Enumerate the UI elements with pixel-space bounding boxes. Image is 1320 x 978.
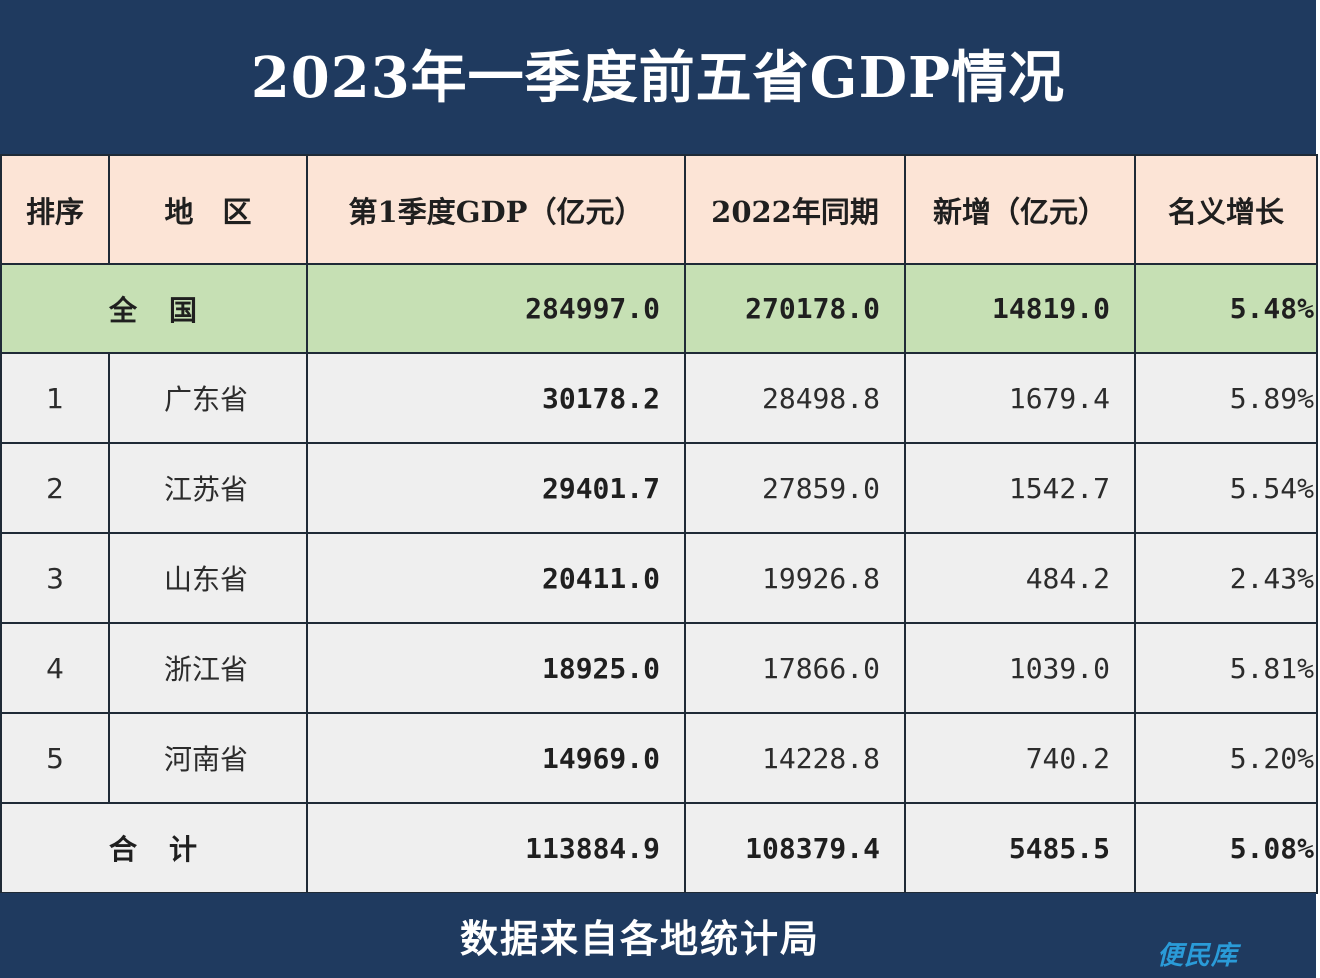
table-row: 4 浙江省 18925.0 17866.0 1039.0 5.81% — [0, 622, 1318, 714]
row-prior-year: 27859.0 — [684, 442, 906, 534]
watermark-logo: 便民库 — [1156, 941, 1238, 971]
source-note: 数据来自各地统计局 — [459, 916, 820, 961]
row-region: 江苏省 — [108, 442, 308, 534]
title-band: 2023年一季度前五省GDP情况 — [0, 0, 1316, 154]
footer-band: 数据来自各地统计局 — [0, 893, 1316, 978]
row-prior-year: 19926.8 — [684, 532, 906, 624]
header-q1-gdp: 第1季度GDP（亿元） — [306, 154, 686, 265]
gdp-table: 排序 地 区 第1季度GDP（亿元） 2022年同期 新增（亿元） 名义增长 全… — [0, 154, 1318, 894]
row-growth: 2.43% — [1134, 532, 1318, 624]
row-increase: 740.2 — [904, 712, 1136, 804]
row-region: 浙江省 — [108, 622, 308, 714]
total-q1-gdp: 113884.9 — [306, 802, 686, 894]
table-row: 3 山东省 20411.0 19926.8 484.2 2.43% — [0, 532, 1318, 624]
total-prior-year: 108379.4 — [684, 802, 906, 894]
row-q1-gdp: 14969.0 — [306, 712, 686, 804]
row-rank: 4 — [0, 622, 110, 714]
row-increase: 1542.7 — [904, 442, 1136, 534]
row-increase: 484.2 — [904, 532, 1136, 624]
total-label: 合 计 — [0, 802, 308, 894]
row-rank: 2 — [0, 442, 110, 534]
row-region: 山东省 — [108, 532, 308, 624]
row-growth: 5.54% — [1134, 442, 1318, 534]
row-prior-year: 14228.8 — [684, 712, 906, 804]
row-rank: 1 — [0, 352, 110, 444]
row-q1-gdp: 29401.7 — [306, 442, 686, 534]
row-prior-year: 17866.0 — [684, 622, 906, 714]
header-prior-year: 2022年同期 — [684, 154, 906, 265]
header-region: 地 区 — [108, 154, 308, 265]
national-growth: 5.48% — [1134, 263, 1318, 354]
row-increase: 1679.4 — [904, 352, 1136, 444]
row-growth: 5.20% — [1134, 712, 1318, 804]
national-row: 全 国 284997.0 270178.0 14819.0 5.48% — [0, 263, 1318, 354]
header-increase: 新增（亿元） — [904, 154, 1136, 265]
header-row: 排序 地 区 第1季度GDP（亿元） 2022年同期 新增（亿元） 名义增长 — [0, 154, 1318, 265]
national-increase: 14819.0 — [904, 263, 1136, 354]
row-q1-gdp: 18925.0 — [306, 622, 686, 714]
total-row: 合 计 113884.9 108379.4 5485.5 5.08% — [0, 802, 1318, 894]
row-region: 广东省 — [108, 352, 308, 444]
header-growth: 名义增长 — [1134, 154, 1318, 265]
header-rank: 排序 — [0, 154, 110, 265]
national-label: 全 国 — [0, 263, 308, 354]
table-row: 2 江苏省 29401.7 27859.0 1542.7 5.54% — [0, 442, 1318, 534]
row-rank: 3 — [0, 532, 110, 624]
row-q1-gdp: 20411.0 — [306, 532, 686, 624]
row-rank: 5 — [0, 712, 110, 804]
total-growth: 5.08% — [1134, 802, 1318, 894]
table-row: 5 河南省 14969.0 14228.8 740.2 5.20% — [0, 712, 1318, 804]
row-growth: 5.81% — [1134, 622, 1318, 714]
row-prior-year: 28498.8 — [684, 352, 906, 444]
row-increase: 1039.0 — [904, 622, 1136, 714]
row-q1-gdp: 30178.2 — [306, 352, 686, 444]
row-growth: 5.89% — [1134, 352, 1318, 444]
row-region: 河南省 — [108, 712, 308, 804]
total-increase: 5485.5 — [904, 802, 1136, 894]
national-q1-gdp: 284997.0 — [306, 263, 686, 354]
national-prior-year: 270178.0 — [684, 263, 906, 354]
table-row: 1 广东省 30178.2 28498.8 1679.4 5.89% — [0, 352, 1318, 444]
page-title: 2023年一季度前五省GDP情况 — [250, 44, 1066, 111]
